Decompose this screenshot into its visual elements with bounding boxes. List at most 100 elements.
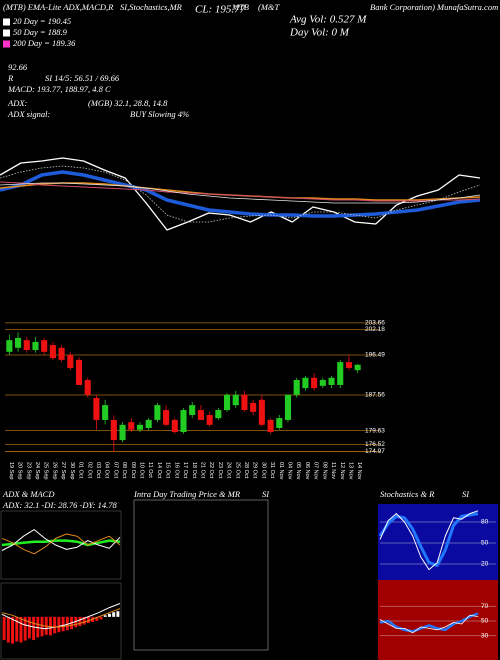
y-tick-label: 174.97 — [365, 448, 385, 455]
histogram-bar — [112, 612, 116, 617]
x-tick-label: 10 Oct — [139, 462, 145, 479]
x-tick-label: 12 Nov — [339, 462, 345, 480]
histogram-bar — [61, 616, 65, 632]
candle-body — [197, 410, 204, 420]
y-tick-label: 30 — [481, 633, 489, 640]
legend-entry: 200 Day = 189.36 — [13, 38, 76, 48]
series-line — [1, 529, 121, 551]
x-tick-label: 07 Oct — [112, 462, 118, 479]
x-tick-label: 13 Nov — [347, 462, 353, 480]
candle-body — [49, 345, 56, 359]
name-b: Bank Corporation) MunafaSutra.com — [370, 2, 498, 12]
header: (MTB) EMA-Lite ADX,MACD,R SI,Stochastics… — [3, 2, 498, 119]
y-tick-label: 50 — [481, 540, 489, 547]
x-tick-label: 14 Oct — [156, 462, 162, 479]
x-tick-label: 08 Oct — [121, 462, 127, 479]
x-tick-label: 16 Oct — [173, 462, 179, 479]
histogram-bar — [40, 616, 44, 637]
panel-title: ADX & MACD — [2, 489, 55, 499]
x-tick-label: 03 Oct — [95, 462, 101, 479]
candle-body — [93, 397, 100, 420]
series-line — [1, 539, 121, 547]
candle-body — [206, 414, 213, 425]
histogram-bar — [116, 611, 120, 617]
candle-body — [110, 419, 117, 441]
y-tick-label: 20 — [481, 561, 489, 568]
candle-body — [6, 340, 13, 352]
series-line — [379, 510, 479, 571]
histogram-bar — [65, 616, 69, 631]
header-line: SI 14/5: 56.51 / 69.66 — [45, 73, 120, 83]
legend-swatch — [3, 40, 10, 48]
candle-body — [223, 394, 231, 411]
x-tick-label: 30 Sep — [69, 462, 75, 479]
y-tick-label: 80 — [481, 519, 489, 526]
x-tick-label: 15 Oct — [165, 462, 171, 479]
header-line: MACD: 193.77, 188.97, 4.8 C — [7, 84, 111, 94]
candle-body — [136, 424, 144, 430]
x-tick-label: 29 Oct — [252, 462, 258, 479]
series-line — [1, 603, 121, 630]
x-tick-label: 20 Sep — [17, 462, 23, 479]
candle-body — [319, 380, 326, 386]
series-line — [0, 157, 481, 231]
histogram-bar — [107, 613, 111, 617]
x-tick-label: 19 Sep — [8, 462, 14, 479]
candle-body — [250, 402, 257, 412]
legend-entry: 20 Day = 190.45 — [13, 16, 71, 26]
candle-body — [75, 359, 83, 385]
histogram-bar — [103, 615, 107, 617]
day-vol: Day Vol: 0 M — [289, 27, 350, 39]
x-tick-label: 28 Oct — [243, 462, 249, 479]
x-tick-label: 31 Oct — [269, 462, 275, 479]
title-mid: SI,Stochastics,MR — [120, 2, 183, 12]
legend-swatch — [3, 29, 10, 37]
histogram-bar — [19, 616, 23, 643]
series-line — [0, 181, 481, 202]
candle-body — [58, 347, 65, 360]
x-tick-label: 24 Sep — [34, 462, 40, 479]
x-tick-label: 23 Sep — [25, 462, 31, 479]
histogram-bar — [11, 616, 15, 644]
x-tick-label: 09 Oct — [130, 462, 136, 479]
y-tick-label: 70 — [481, 603, 489, 610]
y-tick-label: 196.49 — [365, 352, 385, 359]
candle-body — [128, 422, 135, 430]
x-tick-label: 07 Nov — [313, 462, 319, 480]
candle-body — [189, 405, 196, 415]
title-left: (MTB) EMA-Lite ADX,MACD,R — [3, 2, 114, 12]
candle-body — [15, 337, 22, 348]
x-tick-label: 02 Oct — [86, 462, 92, 479]
histogram-bar — [78, 616, 82, 627]
x-tick-label: 27 Sep — [60, 462, 66, 479]
legend-entry: 50 Day = 188.9 — [13, 27, 68, 37]
x-tick-label: 25 Oct — [234, 462, 240, 479]
histogram-bar — [95, 616, 99, 621]
candle-body — [267, 419, 274, 433]
candle-body — [284, 394, 292, 420]
y-tick-label: 203.66 — [365, 320, 385, 327]
x-tick-label: 26 Sep — [51, 462, 57, 479]
header-line: BUY Slowing 4% — [130, 109, 189, 119]
series-line — [378, 512, 479, 567]
avg-vol: Avg Vol: 0.527 M — [289, 14, 367, 26]
name-a: (M&T — [258, 2, 281, 12]
x-tick-label: 14 Nov — [356, 462, 362, 480]
series-line — [1, 608, 121, 628]
panel-title: SI — [262, 489, 270, 499]
candle-body — [180, 410, 187, 433]
panel-title: SI — [462, 489, 470, 499]
candle-body — [328, 377, 335, 385]
intraday-panel — [133, 499, 269, 651]
histogram-bar — [99, 616, 103, 620]
candle-body — [232, 394, 239, 406]
x-tick-label: 24 Oct — [226, 462, 232, 479]
panel-titles: ADX & MACD ADX: 32.1 -DI: 28.76 -DY: 14.… — [2, 489, 470, 510]
y-tick-label: 187.56 — [365, 392, 385, 399]
x-tick-label: 22 Oct — [208, 462, 214, 479]
panel-title: Intra Day Trading Price & MR — [133, 489, 241, 499]
panel-background — [378, 580, 498, 660]
series-line — [379, 612, 479, 633]
